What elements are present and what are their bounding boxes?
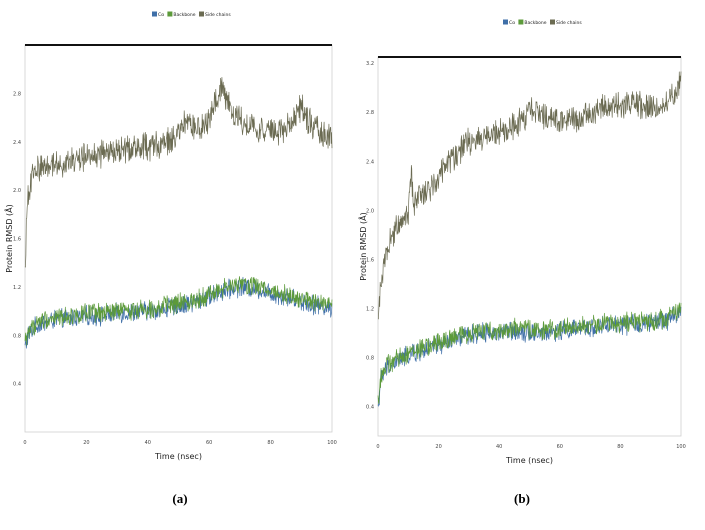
legend-swatch	[550, 19, 555, 25]
y-tick-label: 2.4	[13, 140, 21, 146]
series-line-side-chains	[24, 77, 333, 268]
y-tick-label: 0.4	[13, 382, 21, 388]
series-line-backbone	[24, 276, 333, 346]
series-line-backbone	[377, 302, 682, 404]
legend-label: Cα	[158, 12, 164, 18]
y-axis-label: Protein RMSD (Å)	[3, 204, 14, 273]
panel-label: (b)	[514, 491, 530, 506]
x-tick-label: 100	[327, 440, 337, 446]
x-tick-label: 20	[83, 440, 89, 446]
legend-swatch	[503, 19, 508, 25]
y-tick-label: 3.2	[366, 61, 374, 67]
y-tick-label: 2.8	[13, 91, 21, 97]
x-tick-label: 100	[676, 444, 686, 450]
x-tick-label: 60	[557, 444, 563, 450]
legend-label: Side chains	[205, 12, 231, 18]
x-tick-label: 0	[23, 440, 26, 446]
plot-area	[377, 56, 682, 437]
x-axis-label: Time (nsec)	[505, 456, 553, 465]
y-tick-label: 2.8	[366, 110, 374, 116]
y-tick-label: 2.0	[13, 188, 21, 194]
y-axis-label: Protein RMSD (Å)	[357, 212, 368, 281]
legend-swatch	[167, 11, 173, 17]
y-tick-label: 0.8	[366, 356, 374, 362]
y-tick-label: 1.6	[13, 237, 21, 243]
y-tick-label: 2.0	[366, 208, 374, 214]
x-tick-label: 80	[267, 440, 273, 446]
y-tick-label: 1.2	[366, 306, 374, 312]
panel-label: (a)	[172, 491, 187, 506]
legend-label: Backbone	[524, 20, 546, 26]
x-tick-label: 60	[206, 440, 212, 446]
x-axis-label: Time (nsec)	[154, 452, 202, 461]
y-tick-label: 1.6	[366, 257, 374, 263]
legend-label: Backbone	[173, 12, 195, 18]
series-line-side-chains	[377, 71, 682, 320]
x-tick-label: 0	[376, 444, 379, 450]
panel-b: 0 20 40 60 80 100 0.4 0.8 1.2 1.6 2.0 2.4 2.8 3.2 Time…	[357, 19, 686, 506]
legend-swatch	[152, 11, 157, 17]
legend-label: Cα	[509, 20, 515, 26]
panel-a: 0 20 40 60 80 100 0.4 0.8 1.2 1.6 2.0 2.4 2.8 Time (n…	[3, 11, 337, 506]
legend-swatch	[518, 19, 524, 25]
x-tick-label: 20	[435, 444, 441, 450]
legend-label: Side chains	[556, 20, 582, 26]
plot-area	[24, 44, 333, 433]
x-tick-label: 80	[617, 444, 623, 450]
y-tick-label: 0.4	[366, 405, 374, 411]
x-tick-label: 40	[145, 440, 151, 446]
y-tick-label: 0.8	[13, 333, 21, 339]
y-tick-label: 2.4	[366, 159, 374, 165]
x-tick-label: 40	[496, 444, 502, 450]
y-tick-label: 1.2	[13, 285, 21, 291]
legend-swatch	[199, 11, 204, 17]
